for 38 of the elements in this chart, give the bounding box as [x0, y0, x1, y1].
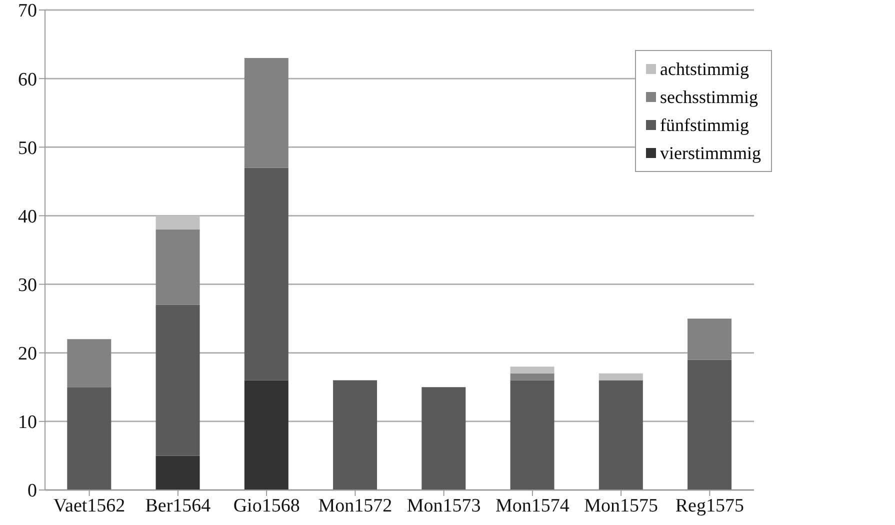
bar [510, 380, 554, 490]
x-tick-label: Mon1574 [495, 495, 570, 516]
x-tick-label: Gio1568 [233, 495, 300, 516]
legend-label: sechsstimmig [660, 86, 758, 109]
y-tick-label: 40 [18, 206, 37, 228]
x-tick-label: Vaet1562 [53, 495, 126, 516]
y-tick-label: 20 [18, 344, 37, 365]
bar [156, 229, 200, 305]
bar [244, 168, 288, 380]
y-tick-label: 60 [18, 69, 37, 90]
legend-label: fünfstimmig [660, 114, 749, 137]
bar [510, 373, 554, 380]
bar [244, 380, 288, 490]
bar [244, 58, 288, 168]
y-tick-label: 30 [18, 275, 37, 296]
y-tick-label: 10 [18, 412, 37, 434]
bar [688, 360, 732, 490]
bar [67, 339, 112, 388]
bar [598, 373, 643, 380]
y-tick-label: 50 [18, 138, 37, 159]
bar [510, 366, 554, 374]
legend-label: achtstimmig [660, 58, 749, 81]
bar [688, 318, 732, 360]
x-tick-label: Mon1572 [318, 495, 392, 516]
legend-label: vierstimmmig [660, 142, 761, 165]
x-tick-label: Mon1575 [584, 495, 658, 516]
x-tick-label: Reg1575 [675, 495, 744, 516]
y-tick-label: 70 [18, 0, 37, 22]
x-tick-label: Mon1573 [406, 495, 481, 516]
x-tick-label: Ber1564 [145, 495, 212, 516]
bar [156, 216, 200, 230]
bar [156, 456, 200, 490]
bar [422, 387, 466, 490]
bar [598, 380, 643, 490]
y-tick-label: 0 [28, 480, 37, 502]
bar [156, 304, 200, 456]
bar [333, 380, 378, 490]
bar [67, 387, 112, 490]
